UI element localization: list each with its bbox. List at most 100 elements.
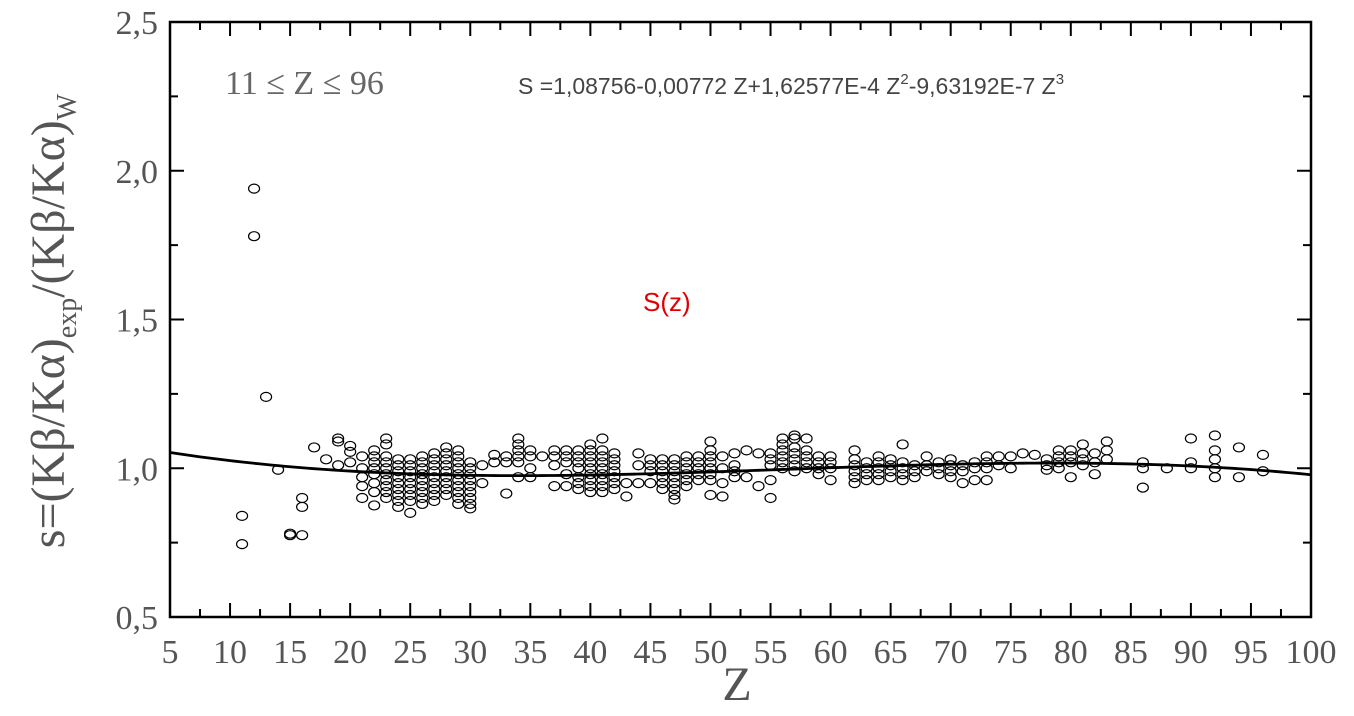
scatter-point: [464, 463, 477, 474]
scatter-point: [740, 472, 753, 483]
scatter-point: [440, 460, 453, 471]
scatter-point: [452, 457, 465, 468]
scatter-point: [608, 478, 621, 489]
scatter-point: [656, 478, 669, 489]
scatter-point: [440, 454, 453, 465]
scatter-point: [596, 445, 609, 456]
scatter-point: [1064, 472, 1077, 483]
scatter-point: [368, 500, 381, 511]
scatter-point: [572, 457, 585, 468]
x-tick-label: 45: [633, 634, 667, 671]
scatter-point: [1016, 448, 1029, 459]
scatter-point: [992, 460, 1005, 471]
x-tick-label: 15: [273, 634, 307, 671]
scatter-point: [392, 454, 405, 465]
scatter-point: [247, 231, 261, 242]
y-tick-label: 2,5: [116, 5, 159, 42]
y-title-sub-1: exp: [52, 298, 83, 338]
scatter-point: [235, 510, 249, 521]
y-tick-label: 0,5: [116, 600, 159, 637]
scatter-point: [464, 503, 477, 514]
scatter-point: [452, 445, 465, 456]
scatter-point: [1256, 449, 1270, 460]
scatter-point: [404, 454, 417, 465]
scatter-point: [1232, 472, 1246, 483]
scatter-point: [1004, 463, 1017, 474]
scatter-point: [536, 451, 549, 462]
scatter-point: [1040, 464, 1053, 475]
scatter-point: [440, 442, 453, 453]
scatter-point: [872, 463, 885, 474]
scatter-point: [848, 454, 861, 465]
x-tick-label: 50: [693, 634, 727, 671]
scatter-point: [920, 466, 933, 477]
scatter-point: [512, 472, 525, 483]
scatter-point: [572, 483, 585, 495]
scatter-point: [896, 475, 909, 486]
scatter-point: [380, 439, 393, 450]
scatter-point: [332, 460, 345, 471]
scatter-point: [560, 451, 573, 462]
scatter-point: [776, 451, 789, 462]
y-title-prefix: s=(Kβ/Kα): [22, 338, 75, 548]
x-axis-title: Z: [722, 658, 751, 711]
fit-curve-line: [169, 451, 1312, 478]
scatter-point: [440, 478, 453, 489]
scatter-point: [584, 457, 597, 468]
data-points: [235, 183, 1270, 550]
scatter-point: [440, 483, 453, 495]
scatter-point: [428, 472, 441, 483]
scatter-point: [704, 475, 717, 486]
scatter-point: [488, 449, 501, 460]
scatter-point: [584, 439, 597, 450]
scatter-point: [896, 439, 909, 450]
scatter-point: [464, 492, 477, 504]
scatter-point: [668, 460, 681, 471]
scatter-point: [584, 481, 597, 492]
scatter-point: [572, 445, 585, 456]
scatter-point: [704, 489, 717, 501]
scatter-point: [884, 472, 897, 483]
scatter-point: [644, 478, 657, 489]
scatter-point: [860, 463, 873, 474]
x-tick-label: 90: [1174, 634, 1208, 671]
scatter-point: [788, 448, 801, 459]
scatter-point: [428, 495, 441, 507]
scatter-point: [548, 481, 561, 492]
scatter-point: [416, 481, 429, 492]
scatter-point: [1184, 433, 1197, 444]
scatter-point: [1100, 436, 1113, 447]
scatter-point: [668, 494, 681, 505]
scatter-point: [800, 457, 813, 468]
scatter-point: [296, 492, 309, 504]
x-tick-label: 65: [874, 634, 908, 671]
scatter-point: [356, 481, 369, 492]
scatter-point: [1184, 463, 1197, 474]
formula-part-1: S =1,08756-0,00772 Z+1,62577E-4 Z: [518, 73, 900, 99]
x-tick-label: 95: [1234, 634, 1268, 671]
scatter-point: [848, 472, 861, 483]
scatter-point: [512, 445, 525, 456]
scatter-point: [908, 466, 921, 477]
scatter-point: [572, 472, 585, 483]
scatter-point: [656, 460, 669, 471]
scatter-point: [704, 436, 717, 447]
scatter-point: [596, 486, 609, 498]
scatter-point: [332, 433, 345, 444]
y-title-middle: /(Kβ/Kα): [22, 120, 75, 298]
scatter-point: [1136, 457, 1149, 468]
scatter-point: [932, 469, 945, 480]
scatter-point: [776, 439, 789, 450]
scatter-point: [380, 475, 393, 486]
formula-sup-1: 2: [900, 71, 908, 88]
scatter-point: [464, 481, 477, 492]
scatter-point: [764, 448, 777, 459]
scatter-point: [632, 448, 645, 459]
scatter-point: [692, 469, 705, 480]
scatter-point: [608, 472, 621, 483]
scatter-point: [872, 475, 885, 486]
scatter-point: [296, 501, 309, 513]
scatter-point: [944, 472, 957, 483]
scatter-point: [800, 433, 813, 444]
scatter-point: [416, 451, 429, 462]
